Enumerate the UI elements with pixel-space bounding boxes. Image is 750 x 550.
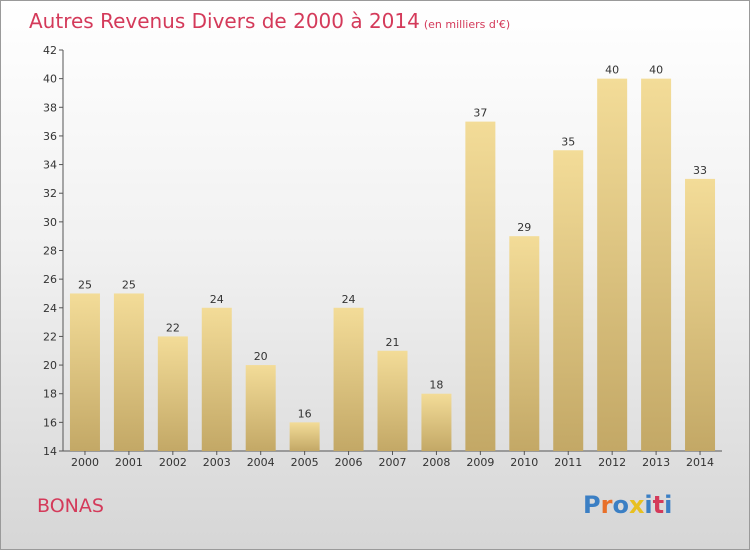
data-label-2007: 21 [386, 336, 400, 349]
y-tick-label: 16 [43, 416, 57, 429]
x-tick-label: 2006 [335, 456, 363, 469]
data-label-2010: 29 [517, 221, 531, 234]
data-label-2006: 24 [342, 293, 356, 306]
x-tick-label: 2005 [291, 456, 319, 469]
x-tick-label: 2012 [598, 456, 626, 469]
logo-letter: t [652, 491, 665, 519]
proxiti-logo: Proxiti [583, 491, 672, 519]
y-tick-label: 34 [43, 159, 57, 172]
x-tick-label: 2014 [686, 456, 714, 469]
logo-letter: o [612, 491, 629, 519]
data-label-2009: 37 [473, 107, 487, 120]
commune-name: BONAS [37, 495, 104, 517]
bar-2005 [289, 422, 320, 451]
x-tick-label: 2002 [159, 456, 187, 469]
x-tick-label: 2003 [203, 456, 231, 469]
bar-2000 [69, 293, 100, 451]
x-tick-label: 2001 [115, 456, 143, 469]
chart-data-labels: 25 25 22 24 20 16 24 21 18 37 29 35 40 40 33 [78, 64, 707, 421]
bar-2013 [641, 78, 672, 452]
data-label-2001: 25 [122, 278, 136, 291]
chart-title: Autres Revenus Divers de 2000 à 2014 (en … [29, 9, 510, 33]
logo-letter: P [583, 491, 601, 519]
data-label-2011: 35 [561, 135, 575, 148]
data-label-2013: 40 [649, 64, 663, 77]
y-tick-label: 28 [43, 245, 57, 258]
y-tick-label: 18 [43, 388, 57, 401]
bar-2012 [597, 78, 628, 452]
data-label-2003: 24 [210, 293, 224, 306]
y-tick-label: 26 [43, 273, 57, 286]
x-tick-label: 2004 [247, 456, 275, 469]
data-label-2004: 20 [254, 350, 268, 363]
x-tick-label: 2008 [422, 456, 450, 469]
chart-bars [69, 78, 716, 452]
data-label-2000: 25 [78, 278, 92, 291]
x-tick-label: 2010 [510, 456, 538, 469]
x-tick-label: 2000 [71, 456, 99, 469]
x-tick-label: 2009 [466, 456, 494, 469]
logo-letter: i [644, 491, 653, 519]
y-tick-label: 38 [43, 101, 57, 114]
logo-letter: r [600, 491, 613, 519]
data-label-2012: 40 [605, 64, 619, 77]
bar-2001 [113, 293, 144, 451]
bar-2011 [553, 150, 584, 451]
bar-2014 [685, 178, 716, 451]
data-label-2014: 33 [693, 164, 707, 177]
y-tick-label: 14 [43, 445, 57, 458]
y-tick-label: 42 [43, 44, 57, 57]
bar-2007 [377, 350, 408, 451]
data-label-2008: 18 [429, 379, 443, 392]
bar-2003 [201, 307, 232, 451]
bar-2009 [465, 121, 496, 451]
y-tick-label: 20 [43, 359, 57, 372]
x-tick-label: 2013 [642, 456, 670, 469]
logo-letter: i [664, 491, 673, 519]
bar-2008 [421, 393, 452, 451]
y-tick-label: 22 [43, 330, 57, 343]
bar-2010 [509, 236, 540, 451]
data-label-2005: 16 [298, 407, 312, 420]
y-tick-label: 24 [43, 302, 57, 315]
bar-2002 [157, 336, 188, 451]
data-label-2002: 22 [166, 321, 180, 334]
logo-letter: x [628, 491, 645, 519]
bar-2006 [333, 307, 364, 451]
y-tick-label: 36 [43, 130, 57, 143]
chart-subtitle: (en milliers d'€) [423, 18, 511, 31]
x-tick-label: 2011 [554, 456, 582, 469]
title-text: Autres Revenus Divers de 2000 à 2014 [29, 9, 420, 33]
bar-2004 [245, 365, 276, 451]
x-tick-label: 2007 [379, 456, 407, 469]
y-tick-label: 30 [43, 216, 57, 229]
y-tick-label: 32 [43, 187, 57, 200]
y-tick-label: 40 [43, 73, 57, 86]
